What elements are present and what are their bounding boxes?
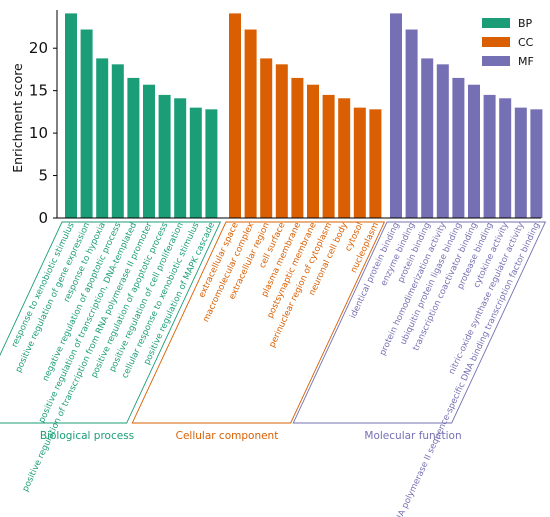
bar-mf-2: [405, 29, 418, 218]
bars-layer: [65, 13, 543, 219]
group-bracket-cc: [131, 221, 386, 424]
y-tick-label: 15: [29, 82, 48, 100]
bar-mf-4: [436, 64, 449, 219]
bar-cc-4: [275, 64, 288, 219]
bar-mf-1: [390, 13, 402, 218]
legend-label-mf: MF: [518, 55, 534, 68]
bar-cc-1: [229, 13, 241, 218]
bar-bp-1: [65, 13, 77, 218]
bar-bp-5: [127, 77, 140, 218]
bar-cc-9: [353, 107, 366, 218]
axes-layer: Enrichment score: [10, 10, 541, 219]
y-tick-label: 10: [29, 124, 48, 142]
legend-swatch-mf: [482, 56, 510, 66]
bar-cc-5: [291, 77, 304, 218]
bar-bp-8: [174, 98, 187, 218]
bar-mf-10: [530, 109, 543, 218]
bar-cc-8: [338, 98, 351, 218]
bar-cc-10: [369, 109, 382, 218]
bar-bp-2: [80, 29, 93, 218]
bar-bp-3: [96, 58, 109, 218]
bar-mf-5: [452, 77, 465, 218]
bar-bp-9: [189, 107, 202, 218]
bar-mf-9: [514, 107, 527, 218]
group-bracket-bp: [0, 221, 222, 424]
bar-cc-6: [307, 84, 319, 218]
y-tick-label: 20: [29, 39, 48, 57]
bar-mf-6: [468, 84, 480, 218]
group-label-mf: Molecular function: [364, 430, 461, 442]
legend: BP CC MF: [482, 17, 534, 68]
bar-bp-4: [111, 64, 124, 219]
bar-mf-8: [499, 98, 512, 218]
bar-bp-6: [143, 84, 155, 218]
bar-cc-3: [260, 58, 273, 218]
bar-cc-2: [244, 29, 257, 218]
legend-swatch-cc: [482, 37, 510, 47]
group-label-cc: Cellular component: [176, 430, 279, 442]
y-tick-label: 5: [38, 167, 48, 185]
bar-cc-7: [322, 94, 335, 218]
y-axis-title: Enrichment score: [10, 63, 25, 173]
legend-label-cc: CC: [518, 36, 534, 49]
y-tick-label: 0: [38, 209, 48, 227]
y-ticks-layer: 0 5 10 15 20: [29, 39, 57, 227]
bar-bp-7: [158, 94, 171, 218]
bar-mf-7: [483, 94, 496, 218]
bar-mf-3: [421, 58, 434, 218]
group-label-bp: Biological process: [40, 430, 134, 442]
category-labels-layer: response to xenobiotic stimuluspositive …: [10, 221, 542, 517]
legend-label-bp: BP: [518, 17, 533, 30]
bar-bp-10: [205, 109, 218, 218]
legend-swatch-bp: [482, 18, 510, 28]
group-bracket-mf: [292, 221, 547, 424]
group-brackets-layer: Biological process Cellular component Mole…: [0, 221, 547, 442]
